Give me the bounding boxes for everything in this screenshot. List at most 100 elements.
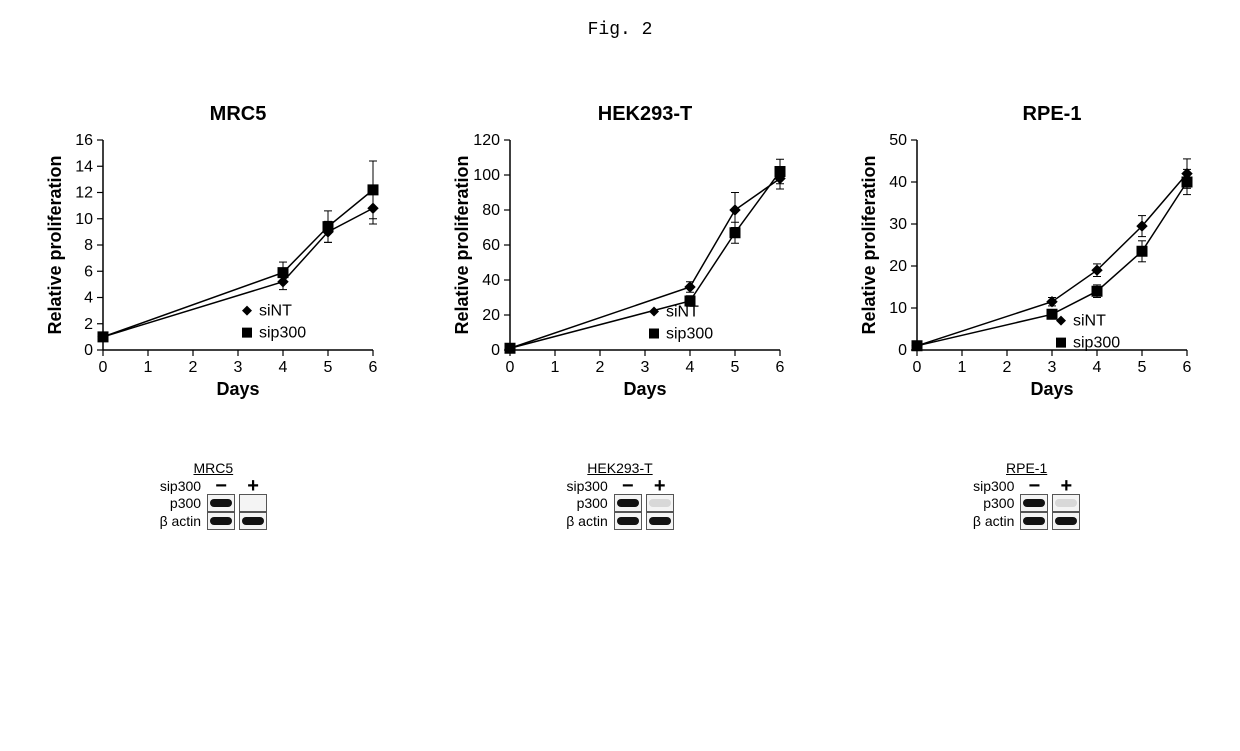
band-dark-icon [1055,517,1077,525]
y-tick-label: 0 [84,342,93,359]
x-tick-label: 6 [1182,359,1191,376]
band-dark-icon [617,517,639,525]
data-marker [1137,246,1147,256]
series-line [510,172,780,349]
y-tick-label: 14 [76,158,94,175]
legend-marker [1056,338,1066,348]
x-tick-label: 4 [279,359,288,376]
x-axis-label: Days [623,379,666,399]
band-dark-icon [617,499,639,507]
x-axis-label: Days [1030,379,1073,399]
y-axis-label: Relative proliferation [452,155,472,334]
data-marker [730,205,740,215]
blot-grid: sip300−+p300β actin [973,478,1081,530]
band-dark-icon [210,517,232,525]
chart-panel-mrc5: MRC501234560246810121416DaysRelative pro… [43,100,383,400]
blot-title: RPE-1 [1006,460,1047,476]
blot-row-label: β actin [973,513,1017,529]
y-tick-label: 10 [889,300,907,317]
blot-band-cell [1020,494,1048,512]
data-marker [368,185,378,195]
data-marker [1047,297,1057,307]
x-tick-label: 2 [1002,359,1011,376]
y-tick-label: 16 [76,132,94,149]
blot-band-cell [646,494,674,512]
chart-panel-rpe1: RPE-1012345601020304050DaysRelative prol… [857,100,1197,400]
blot-band-cell [207,512,235,530]
data-marker [912,341,922,351]
y-tick-label: 20 [482,307,500,324]
legend-marker [242,306,252,316]
y-tick-label: 12 [76,185,94,202]
blot-rpe1: RPE-1sip300−+p300β actin [973,460,1081,530]
y-tick-label: 6 [84,263,93,280]
x-tick-label: 5 [1137,359,1146,376]
x-tick-label: 3 [234,359,243,376]
series-line [917,174,1187,346]
series-line [917,182,1187,346]
x-tick-label: 3 [641,359,650,376]
blot-row-label: p300 [160,495,204,511]
y-tick-label: 0 [491,342,500,359]
data-marker [1182,177,1192,187]
band-faint-icon [1055,499,1077,507]
chart-title: MRC5 [210,103,267,125]
band-dark-icon [242,517,264,525]
x-tick-label: 0 [506,359,515,376]
y-tick-label: 8 [84,237,93,254]
x-tick-label: 2 [596,359,605,376]
y-tick-label: 50 [889,132,907,149]
band-dark-icon [649,517,671,525]
x-tick-label: 1 [144,359,153,376]
band-dark-icon [1023,499,1045,507]
blot-row-label: p300 [566,495,610,511]
figure-label: Fig. 2 [20,20,1220,40]
x-tick-label: 1 [957,359,966,376]
band-dark-icon [1023,517,1045,525]
y-tick-label: 20 [889,258,907,275]
blot-band-cell [207,494,235,512]
blot-band-cell [1052,512,1080,530]
y-tick-label: 120 [473,132,500,149]
blot-condition-label: sip300 [566,478,610,494]
chart-title: RPE-1 [1022,103,1081,125]
blot-band-cell [614,512,642,530]
blots-row: MRC5sip300−+p300β actin HEK293-Tsip300−+… [20,460,1220,530]
y-tick-label: 40 [482,272,500,289]
x-tick-label: 0 [99,359,108,376]
blot-column-sign: + [646,479,674,493]
blot-title: MRC5 [193,460,233,476]
blot-mrc5: MRC5sip300−+p300β actin [160,460,268,530]
blot-row-label: β actin [566,513,610,529]
blot-hek293t: HEK293-Tsip300−+p300β actin [566,460,674,530]
data-marker [98,332,108,342]
blot-row-label: β actin [160,513,204,529]
data-marker [1092,286,1102,296]
data-marker [685,282,695,292]
x-tick-label: 4 [1092,359,1101,376]
blot-row-label: p300 [973,495,1017,511]
data-marker [730,228,740,238]
blot-grid: sip300−+p300β actin [160,478,268,530]
x-tick-label: 2 [189,359,198,376]
x-tick-label: 4 [686,359,695,376]
data-marker [323,222,333,232]
data-marker [278,268,288,278]
x-tick-label: 5 [324,359,333,376]
x-tick-label: 0 [912,359,921,376]
band-dark-icon [210,499,232,507]
legend-marker [649,307,659,317]
data-marker [1047,309,1057,319]
series-line [510,179,780,349]
y-tick-label: 0 [898,342,907,359]
blot-condition-label: sip300 [160,478,204,494]
blot-band-cell [239,494,267,512]
y-axis-label: Relative proliferation [45,155,65,334]
legend-marker [242,328,252,338]
x-tick-label: 6 [369,359,378,376]
y-tick-label: 30 [889,216,907,233]
blot-column-sign: + [239,479,267,493]
blot-band-cell [614,494,642,512]
y-tick-label: 2 [84,316,93,333]
series-line [103,190,373,337]
